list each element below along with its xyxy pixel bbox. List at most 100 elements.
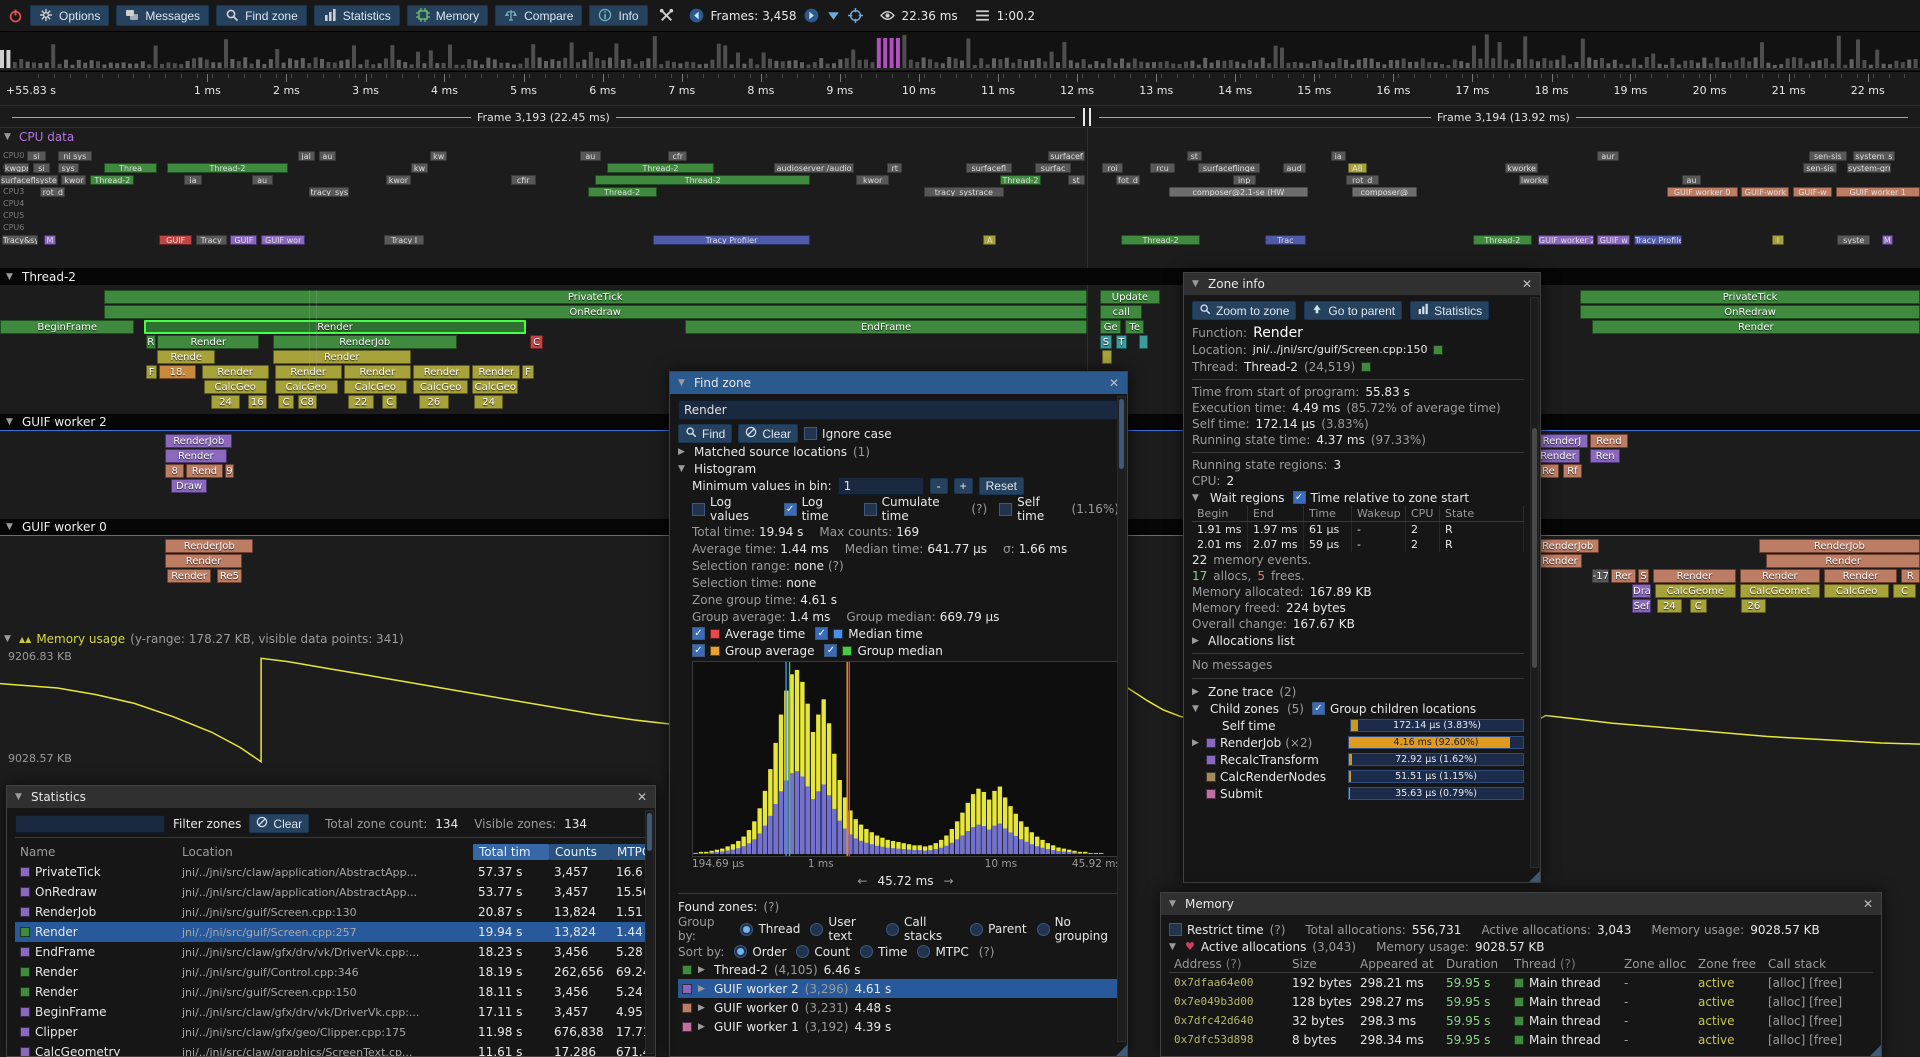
timeline-zone[interactable]: RenderJob [1536,539,1600,553]
statistics-table-row[interactable]: Render jni/../jni/src/guif/Screen.cpp:257… [15,922,647,942]
expand-icon[interactable]: ▶ [1192,737,1199,748]
radio-button[interactable] [886,922,900,936]
timeline-zone[interactable]: Rer [1610,569,1636,583]
cpu-zone[interactable]: surfaceflinge [1198,163,1260,173]
go-to-parent-button[interactable]: Go to parent [1304,301,1403,320]
timeline-zone[interactable]: 26 [418,395,450,409]
timeline-zone[interactable]: 24 [474,395,504,409]
column-header-name[interactable]: Name [20,845,56,859]
expand-icon[interactable]: ▶ [1192,686,1199,697]
timeline-zone[interactable]: Sef [1632,599,1652,613]
cpu-zone[interactable]: si [32,163,50,173]
timeline-zone[interactable]: RenderJob [272,335,457,349]
cpu-zone[interactable]: Thread-2 [606,163,715,173]
cpu-zone[interactable]: M [44,235,56,245]
alloc-call-stack[interactable]: [alloc] [free] [1768,1013,1843,1028]
timeline-zone[interactable]: RenderJob [1758,539,1920,553]
timeline-zone[interactable]: Dra [1632,584,1652,598]
timeline-zone[interactable]: Rend [186,464,223,478]
cpu-zone[interactable]: A [983,235,997,245]
checkbox[interactable]: ✓ [692,627,705,640]
radio-button[interactable] [810,922,824,936]
next-frame-icon[interactable] [804,8,819,23]
timeline-zone[interactable]: Render [274,365,342,379]
cpu-zone[interactable]: kwor [385,175,411,185]
statistics-table-row[interactable]: OnRedraw jni/../jni/src/claw/application/… [15,882,647,902]
cpu-zone[interactable]: jal [297,151,315,161]
memory-table-row[interactable]: 0x7dfc42d640 32 bytes 298.3 ms 59.95 s Main … [1169,1011,1873,1030]
increase-button[interactable]: + [953,478,973,494]
cpu-zone[interactable]: syste [1837,235,1871,245]
radio-button[interactable] [734,945,748,958]
collapse-icon[interactable]: ▼ [1192,492,1199,503]
histogram-plot[interactable] [692,661,1121,857]
collapse-icon[interactable]: ▼ [1169,941,1176,952]
find-zone-titlebar[interactable]: ▼ Find zone ✕ [670,372,1127,394]
checkbox[interactable]: ✓ [1292,491,1306,504]
collapse-icon[interactable]: ▼ [1192,703,1199,714]
timeline-zone[interactable]: Rend [1589,434,1629,448]
timeline-zone[interactable]: T [1115,335,1128,349]
cpu-zone[interactable]: surfacef [1048,151,1085,161]
scrollbar[interactable] [645,810,654,1054]
timeline-zone[interactable]: C [382,395,398,409]
timeline-zone[interactable]: CalcGeomet [1739,584,1821,598]
cpu-zone[interactable]: Tracy&sy [1,235,39,245]
cpu-zone[interactable]: composer@ [1351,187,1417,197]
cpu-zone[interactable]: Thread-2 [587,187,657,197]
timeline-zone[interactable]: S [1100,335,1112,349]
tools-icon[interactable] [659,8,674,23]
timeline-zone[interactable]: PrivateTick [1580,290,1920,304]
cpu-zone[interactable]: st [1067,175,1085,185]
memory-table-row[interactable]: 0x7dfaa64e00 192 bytes 298.21 ms 59.95 s Mai… [1169,973,1873,992]
wait-table-row[interactable]: 2.01 ms 2.07 ms 59 μs -2 R [1192,537,1524,552]
toolbar-button-memory[interactable]: Memory [406,5,489,26]
cpu-zone[interactable]: system-grm [1847,163,1892,173]
checkbox[interactable] [1169,923,1182,936]
child-zone-row[interactable]: CalcRenderNodes 51.51 μs (1.15%) [1192,768,1524,785]
radio-button[interactable] [1036,922,1050,936]
timeline-zone[interactable]: Rende [157,350,216,364]
find-button[interactable]: Find [678,424,733,443]
timeline-zone[interactable]: C [1893,584,1917,598]
allocations-list-row[interactable]: ▶ Allocations list [1192,632,1524,649]
timeline-zone[interactable]: F [522,365,534,379]
checkbox[interactable]: ✓ [783,502,797,516]
timeline-zone[interactable]: CalcGeo [412,380,469,394]
timeline-zone[interactable]: Re [1537,464,1560,478]
memory-column-header[interactable]: Size [1287,956,1355,972]
timeline-zone[interactable]: Update [1100,290,1160,304]
range-right-arrow-icon[interactable]: → [943,873,954,888]
collapse-icon[interactable]: ▼ [6,271,13,282]
memory-column-header[interactable]: Zone free [1693,956,1763,972]
timeline-zone[interactable]: 8 [165,464,185,478]
timeline-zone[interactable]: Ren [1589,449,1621,463]
memory-column-header[interactable]: Duration [1441,956,1509,972]
cpu-zone[interactable]: I [1772,235,1784,245]
thread-header[interactable]: ▼ Thread-2 [0,268,1920,285]
found-zone-group[interactable]: ▶ GUIF worker 2 (3,296) 4.61 s [678,979,1119,998]
timeline-zone[interactable]: OnRedraw [103,305,1087,319]
cpu-zone[interactable]: Thread-2 [90,175,135,185]
cpu-zone[interactable]: cfr [668,151,688,161]
timeline-zone[interactable]: R [1900,569,1920,583]
statistics-table-row[interactable]: RenderJob jni/../jni/src/guif/Screen.cpp:… [15,902,647,922]
child-zone-row[interactable]: Self time 172.14 μs (3.83%) [1192,717,1524,734]
cpu-zone[interactable]: kworke [1505,163,1538,173]
timeline-zone[interactable]: Render [1824,569,1897,583]
timeline-zone[interactable]: Render [1739,569,1821,583]
expand-icon[interactable]: ▶ [698,983,705,994]
cpu-zone[interactable]: Tracy I [384,235,425,245]
expand-icon[interactable]: ▶ [698,1002,705,1013]
cpu-zone[interactable]: Tracy Profiler [1633,235,1682,245]
timeline-zone[interactable]: CalcGeo [203,380,267,394]
timeline-zone[interactable]: Render [165,554,242,568]
cpu-zone[interactable]: rot_d [1345,175,1379,185]
timeline-zone[interactable]: 9 [224,464,235,478]
timeline-zone[interactable]: OnRedraw [1580,305,1920,319]
statistics-button[interactable]: Statistics [1410,301,1490,320]
cpu-zone[interactable]: Tracy [195,235,227,245]
cpu-zone[interactable]: inp [1232,175,1256,185]
cpu-zone[interactable]: rot_d [40,187,66,197]
timeline-zone[interactable]: Render [1653,569,1736,583]
